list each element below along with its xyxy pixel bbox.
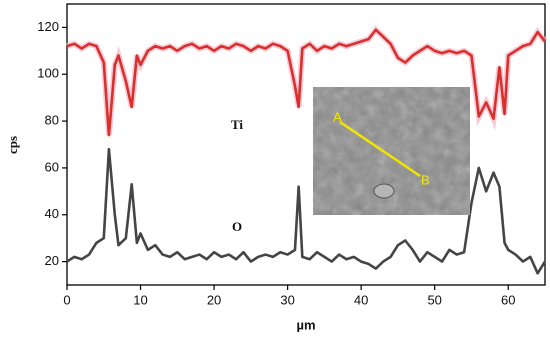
y-tick-label: 80 <box>45 113 59 128</box>
x-tick-label: 30 <box>280 292 294 307</box>
series-line <box>66 28 547 137</box>
x-tick-label: 60 <box>501 292 515 307</box>
inset-particle <box>373 183 395 199</box>
inset-label: A <box>333 109 342 124</box>
y-axis-label: cps <box>5 136 20 154</box>
annotation: Ti <box>231 117 243 132</box>
inset-image: A B <box>313 87 470 215</box>
annotation: O <box>232 219 242 234</box>
x-tick-label: 50 <box>427 292 441 307</box>
lines <box>66 25 548 275</box>
y-tick-label: 100 <box>37 66 59 81</box>
series-line <box>66 147 547 275</box>
y-tick-label: 120 <box>37 19 59 34</box>
x-tick-label: 40 <box>354 292 368 307</box>
inset-label: B <box>421 172 430 187</box>
y-tick-label: 20 <box>45 253 59 268</box>
scan-line <box>339 120 421 178</box>
x-tick-label: 10 <box>133 292 147 307</box>
y-tick-label: 40 <box>45 206 59 221</box>
x-axis-label: µm <box>296 317 315 332</box>
y-tick-label: 60 <box>45 159 59 174</box>
x-tick-label: 0 <box>63 292 70 307</box>
plot-frame <box>66 3 546 286</box>
x-tick-label: 20 <box>207 292 221 307</box>
